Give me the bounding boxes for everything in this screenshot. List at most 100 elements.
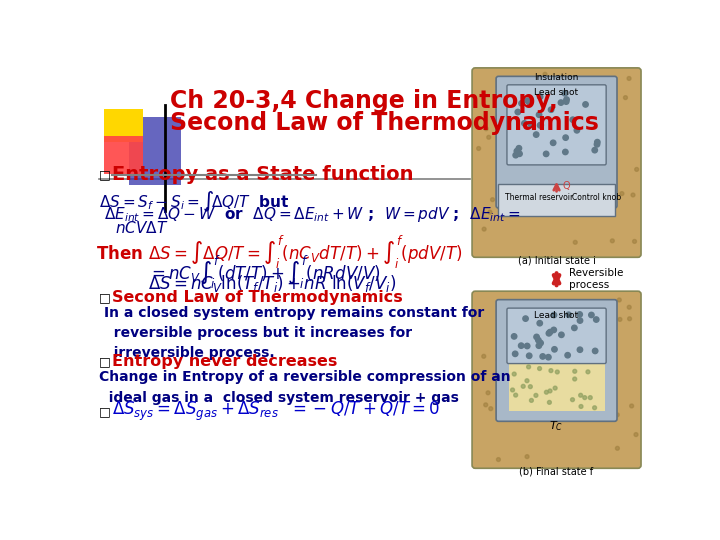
Circle shape	[549, 369, 553, 373]
Circle shape	[552, 312, 557, 318]
Circle shape	[510, 388, 515, 392]
Circle shape	[627, 77, 631, 80]
Circle shape	[486, 391, 490, 395]
Circle shape	[627, 305, 631, 309]
Circle shape	[611, 239, 614, 243]
FancyBboxPatch shape	[104, 136, 143, 174]
Circle shape	[564, 97, 570, 102]
Text: □: □	[99, 168, 111, 181]
Circle shape	[631, 193, 635, 197]
Circle shape	[534, 394, 538, 397]
Circle shape	[538, 340, 544, 346]
Text: $\Delta S = nC_V \ln(T_f/T_i) + nR\ \ln(V_f/V_i)$: $\Delta S = nC_V \ln(T_f/T_i) + nR\ \ln(…	[148, 273, 397, 294]
Circle shape	[534, 334, 539, 340]
FancyBboxPatch shape	[472, 68, 641, 257]
Circle shape	[537, 123, 543, 128]
FancyBboxPatch shape	[498, 184, 615, 217]
Circle shape	[566, 312, 572, 318]
Circle shape	[497, 457, 500, 462]
Text: Lead shot: Lead shot	[534, 88, 579, 97]
Circle shape	[635, 167, 639, 171]
Circle shape	[563, 135, 568, 140]
Circle shape	[527, 100, 532, 105]
Circle shape	[525, 455, 529, 458]
Circle shape	[593, 348, 598, 354]
Circle shape	[562, 149, 568, 154]
Circle shape	[544, 390, 549, 394]
Circle shape	[537, 94, 543, 99]
Circle shape	[522, 120, 527, 126]
Circle shape	[624, 96, 627, 99]
Circle shape	[538, 123, 544, 128]
Circle shape	[592, 147, 598, 153]
Circle shape	[553, 386, 557, 390]
FancyBboxPatch shape	[508, 363, 605, 411]
Circle shape	[513, 351, 518, 356]
Circle shape	[577, 347, 582, 353]
Text: Change in Entropy of a reversible compression of an
  ideal gas in a  closed sys: Change in Entropy of a reversible compre…	[99, 370, 511, 404]
Circle shape	[517, 151, 522, 157]
Circle shape	[488, 210, 492, 214]
Circle shape	[521, 384, 525, 388]
Text: $T_C$: $T_C$	[549, 419, 564, 433]
Circle shape	[562, 91, 567, 96]
Circle shape	[630, 404, 634, 408]
Circle shape	[577, 318, 582, 323]
Circle shape	[618, 318, 622, 321]
Text: Second Law of Thermodynamics: Second Law of Thermodynamics	[170, 111, 599, 135]
Circle shape	[588, 396, 592, 400]
Circle shape	[524, 343, 530, 349]
Circle shape	[555, 370, 559, 374]
Circle shape	[558, 100, 564, 105]
Circle shape	[536, 343, 541, 348]
Text: Entropy as a State function: Entropy as a State function	[112, 165, 414, 185]
Circle shape	[543, 72, 547, 76]
Circle shape	[523, 316, 528, 321]
Circle shape	[593, 317, 599, 322]
Circle shape	[595, 139, 600, 145]
FancyBboxPatch shape	[507, 308, 606, 363]
FancyBboxPatch shape	[496, 300, 617, 421]
Circle shape	[514, 393, 518, 397]
Circle shape	[546, 354, 551, 360]
FancyBboxPatch shape	[472, 291, 641, 468]
Circle shape	[514, 148, 520, 154]
Circle shape	[564, 99, 569, 104]
Circle shape	[573, 240, 577, 244]
Circle shape	[538, 367, 541, 370]
Circle shape	[487, 136, 491, 139]
Text: Q: Q	[563, 181, 570, 192]
Circle shape	[593, 406, 597, 410]
Circle shape	[490, 198, 495, 201]
Text: Insulation: Insulation	[534, 72, 579, 82]
Circle shape	[482, 227, 486, 231]
Circle shape	[594, 141, 600, 147]
FancyBboxPatch shape	[129, 117, 181, 185]
Circle shape	[546, 330, 552, 336]
Circle shape	[549, 107, 554, 112]
Circle shape	[572, 325, 577, 330]
Circle shape	[579, 404, 583, 408]
Text: Thermal reservoir: Thermal reservoir	[505, 193, 573, 202]
Circle shape	[551, 140, 556, 145]
Text: Second Law of Thermodynamics: Second Law of Thermodynamics	[112, 290, 403, 305]
Circle shape	[544, 151, 549, 157]
Circle shape	[519, 100, 524, 106]
Text: $=nC_V \int_i^f (dT/T) + \int_i^f (nRdV/V)$: $=nC_V \int_i^f (dT/T) + \int_i^f (nRdV/…	[148, 254, 381, 292]
Circle shape	[485, 127, 488, 131]
Circle shape	[634, 433, 638, 436]
Circle shape	[589, 312, 594, 318]
Text: $\Delta E_{int}=\Delta Q - W$  or  $\Delta Q = \Delta E_{int}+W$ ;  $W=pdV$ ;  $: $\Delta E_{int}=\Delta Q - W$ or $\Delta…	[104, 205, 520, 224]
Circle shape	[537, 321, 542, 326]
Text: Ch 20-3,4 Change in Entropy,: Ch 20-3,4 Change in Entropy,	[170, 90, 557, 113]
Circle shape	[628, 317, 631, 321]
Circle shape	[577, 312, 582, 317]
Text: Reversible
process: Reversible process	[569, 268, 624, 290]
Text: Then $\Delta S = \int \Delta Q/T = \int_i^f (nC_V dT/T) + \int_i^f (pdV/T)$: Then $\Delta S = \int \Delta Q/T = \int_…	[96, 234, 463, 272]
Circle shape	[565, 353, 570, 358]
Circle shape	[616, 447, 619, 450]
Circle shape	[582, 102, 588, 107]
Circle shape	[573, 377, 577, 381]
Circle shape	[529, 399, 534, 402]
Circle shape	[551, 327, 557, 333]
